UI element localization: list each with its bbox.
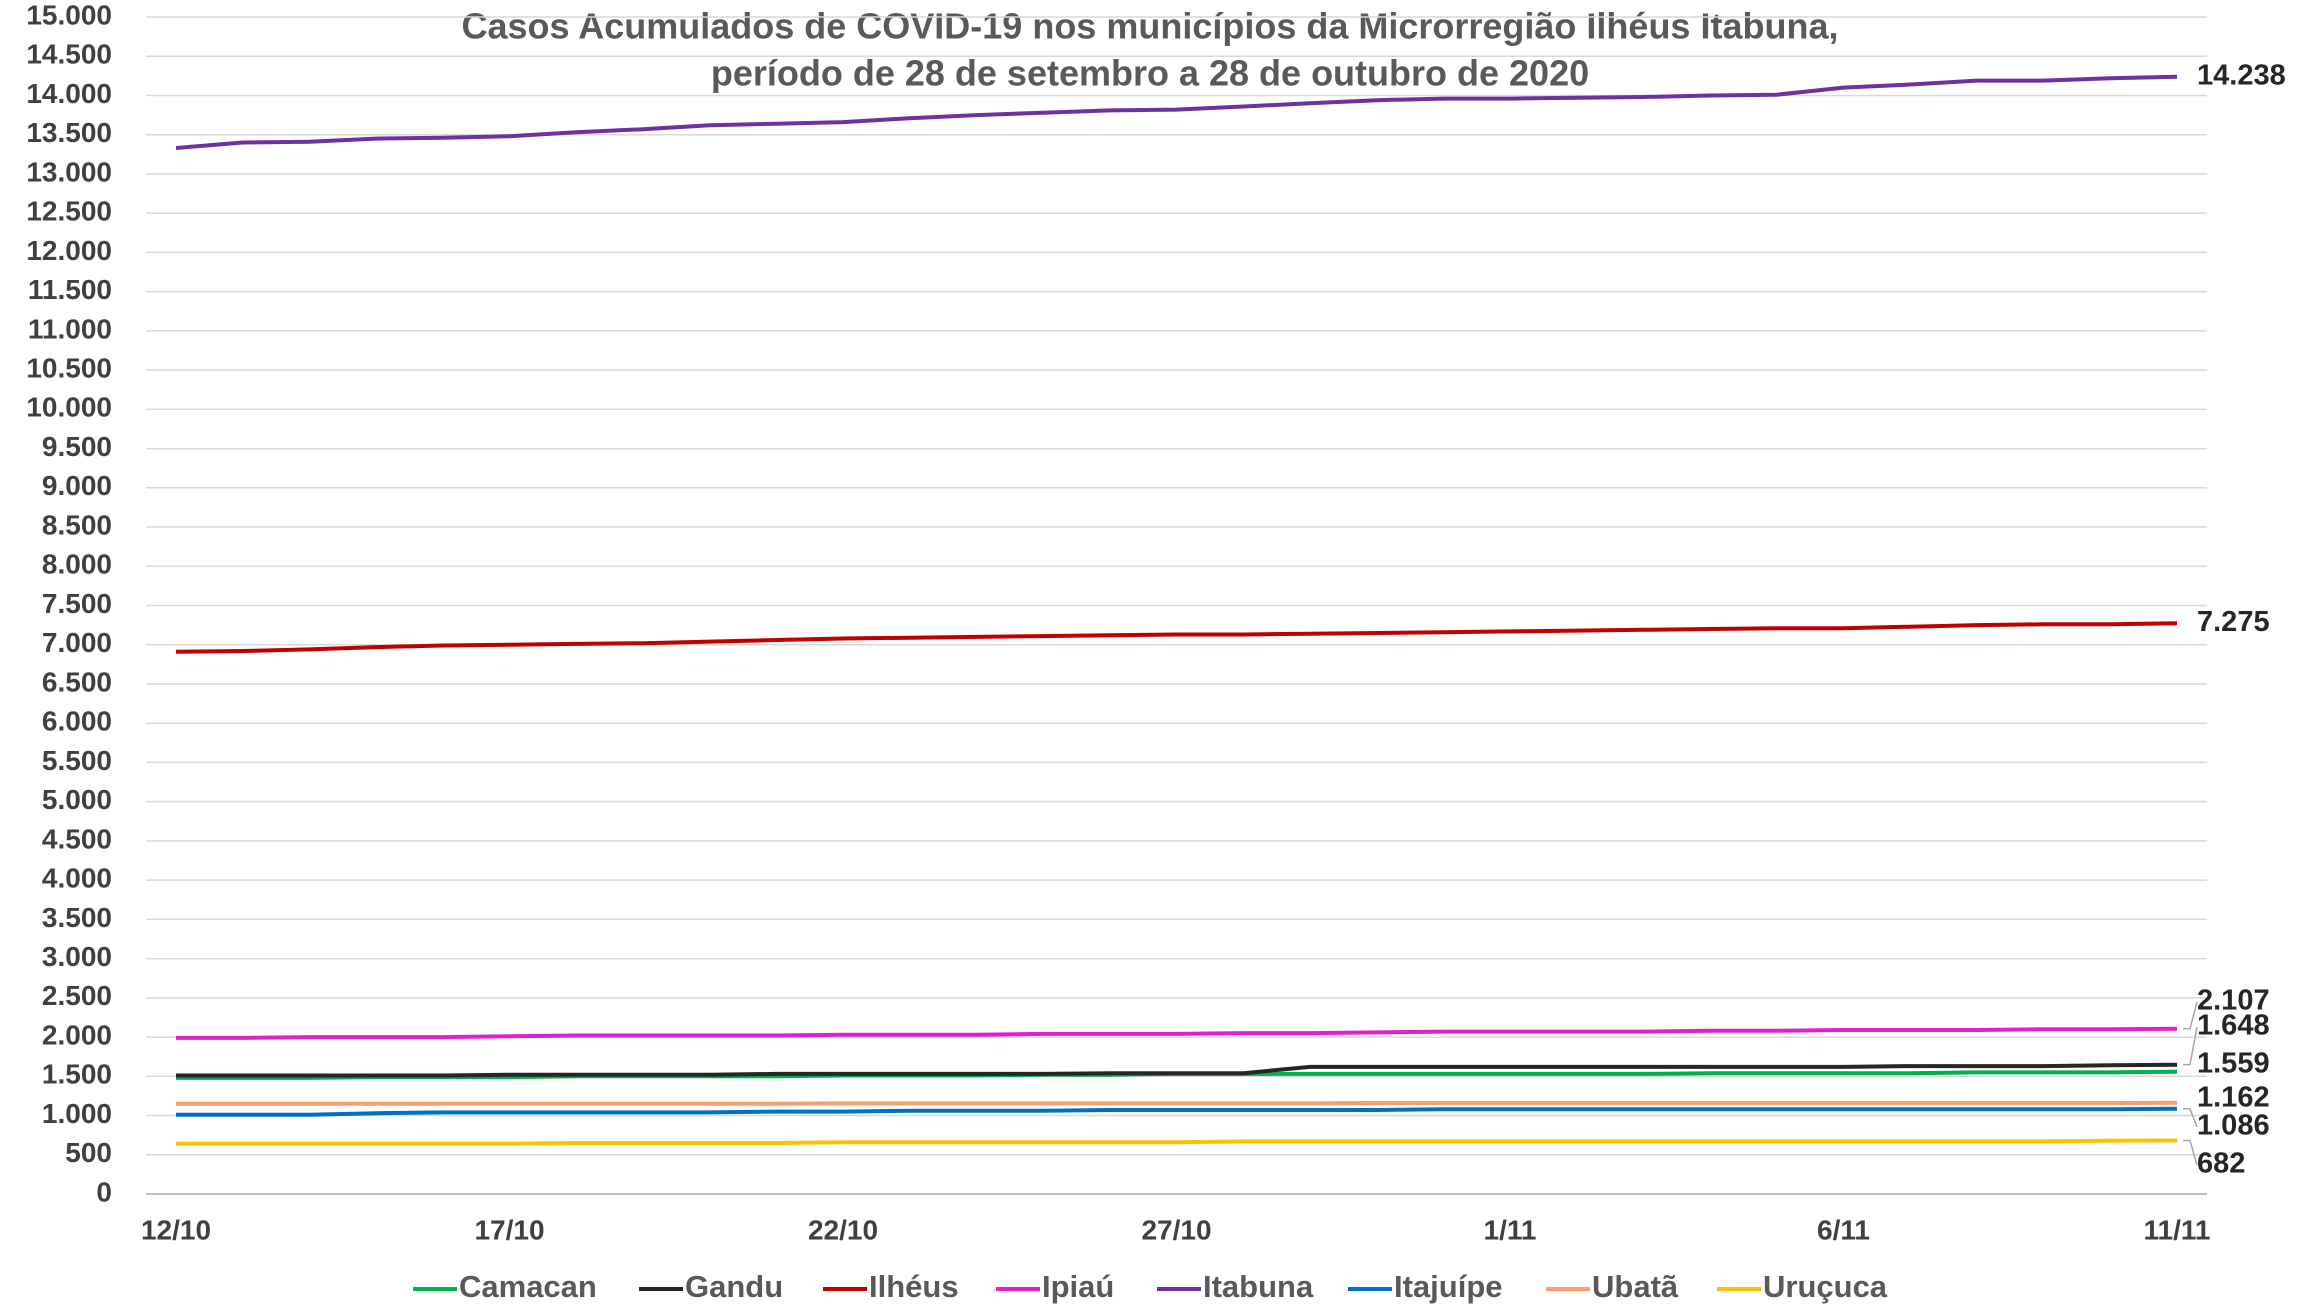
y-tick-label: 14.500	[26, 39, 112, 70]
series-line	[175, 621, 2178, 654]
leader-line	[2183, 1108, 2198, 1128]
y-tick-label: 1.000	[42, 1098, 112, 1129]
legend-label: Ipiaú	[1042, 1269, 1114, 1304]
y-tick-label: 11.000	[28, 313, 112, 344]
x-tick-label: 17/10	[474, 1214, 544, 1245]
y-tick-label: 9.500	[42, 431, 112, 462]
data-label: 14.238	[2197, 59, 2286, 91]
x-tick-label: 11/11	[2144, 1214, 2211, 1245]
series-line	[176, 1026, 2178, 1040]
y-tick-label: 5.000	[42, 784, 112, 815]
leader-line	[2183, 1026, 2198, 1066]
legend-label: Itajuípe	[1394, 1269, 1503, 1304]
y-tick-label: 1.500	[42, 1059, 112, 1090]
y-tick-label: 7.500	[42, 588, 112, 619]
y-tick-label: 8.500	[42, 509, 112, 540]
y-tick-label: 2.000	[42, 1019, 112, 1050]
series-line	[176, 1100, 2178, 1106]
y-tick-label: 10.500	[26, 352, 112, 383]
y-tick-label: 5.500	[42, 745, 112, 776]
y-tick-label: 500	[65, 1137, 112, 1168]
data-label: 1.559	[2197, 1048, 2270, 1080]
y-tick-label: 8.000	[42, 549, 112, 580]
x-tick-label: 22/10	[808, 1214, 878, 1245]
y-tick-label: 13.000	[26, 156, 112, 187]
series-line	[176, 1062, 2178, 1078]
data-label: 7.275	[2197, 606, 2270, 638]
x-tick-label: 27/10	[1141, 1214, 1211, 1245]
legend-label: Ilhéus	[869, 1269, 959, 1304]
x-tick-label: 12/10	[141, 1214, 211, 1245]
data-label: 2.107	[2197, 985, 2270, 1017]
legend-label: Gandu	[685, 1269, 783, 1304]
chart-title: período de 28 de setembro a 28 de outubr…	[711, 53, 1589, 94]
x-tick-label: 1/11	[1484, 1214, 1537, 1245]
y-tick-label: 11.500	[28, 274, 112, 305]
y-tick-label: 0	[96, 1176, 112, 1207]
y-tick-label: 3.500	[42, 902, 112, 933]
y-tick-label: 7.000	[42, 627, 112, 658]
y-tick-label: 4.000	[42, 863, 112, 894]
legend-label: Itabuna	[1203, 1269, 1314, 1304]
y-tick-label: 14.000	[26, 78, 112, 109]
leader-line	[2183, 1001, 2198, 1030]
y-tick-label: 6.500	[42, 666, 112, 697]
y-tick-label: 15.000	[26, 0, 112, 30]
data-label: 682	[2197, 1148, 2245, 1180]
y-tick-label: 13.500	[26, 117, 112, 148]
y-tick-label: 4.500	[42, 823, 112, 854]
y-tick-label: 12.000	[26, 235, 112, 266]
leader-line	[2183, 1139, 2198, 1166]
data-label: 1.648	[2197, 1010, 2270, 1042]
x-tick-label: 6/11	[1817, 1214, 1870, 1245]
y-tick-label: 9.000	[42, 470, 112, 501]
series-line	[176, 1138, 2178, 1146]
legend-label: Ubatã	[1592, 1269, 1679, 1304]
legend-label: Uruçuca	[1763, 1269, 1888, 1304]
data-label: 1.162	[2197, 1082, 2270, 1114]
series-line	[176, 1106, 2178, 1117]
y-tick-label: 10.000	[26, 392, 112, 423]
y-tick-label: 6.000	[42, 706, 112, 737]
y-tick-label: 12.500	[26, 196, 112, 227]
data-label: 1.086	[2197, 1110, 2270, 1142]
series-line	[175, 74, 2178, 150]
y-tick-label: 3.000	[42, 941, 112, 972]
legend-label: Camacan	[459, 1269, 597, 1304]
y-tick-label: 2.500	[42, 980, 112, 1011]
chart-title: Casos Acumulados de COVID-19 nos municíp…	[462, 6, 1839, 47]
